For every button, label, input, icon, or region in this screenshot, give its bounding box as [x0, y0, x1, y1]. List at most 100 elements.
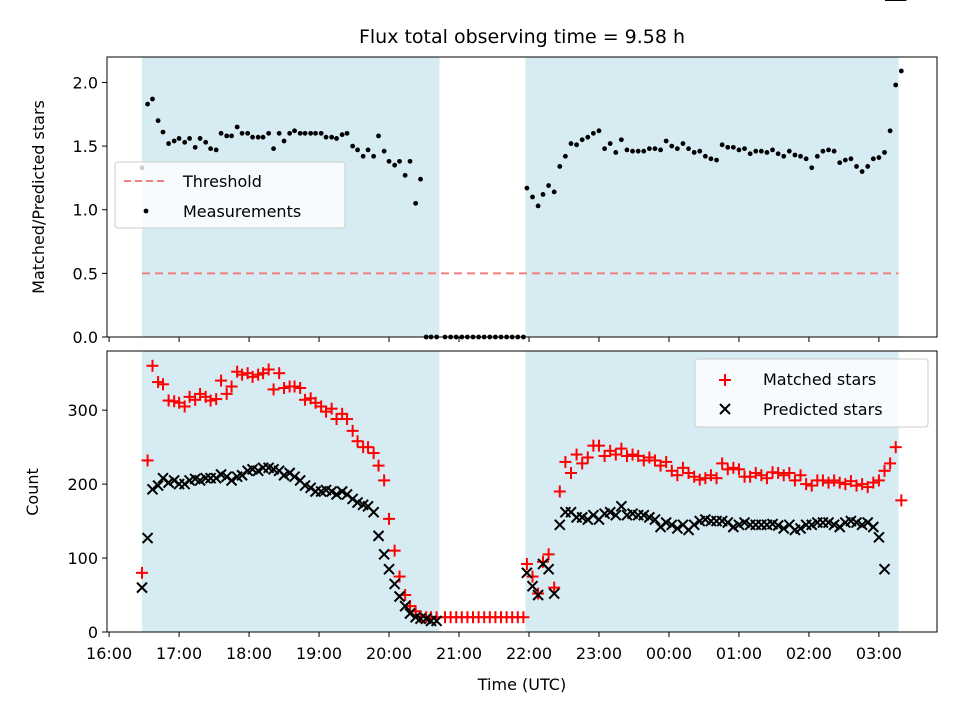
measurements-point	[607, 141, 613, 146]
measurements-point	[893, 82, 899, 88]
matched-stars-point	[570, 448, 583, 461]
measurements-point	[365, 147, 371, 153]
measurements-point	[652, 146, 658, 152]
predicted-stars-point	[542, 563, 555, 575]
top-y-tick-label: 0.0	[73, 328, 98, 347]
measurements-point	[887, 128, 893, 134]
measurements-point	[386, 158, 392, 164]
matched-stars-point	[676, 461, 689, 474]
matched-stars-point	[194, 387, 207, 400]
matched-stars-point	[884, 457, 897, 470]
matched-stars-point	[704, 469, 717, 482]
measurements-point	[260, 134, 266, 140]
matched-stars-point	[273, 367, 286, 380]
measurements-point	[302, 130, 308, 136]
measurements-point	[898, 68, 904, 74]
measurements-point	[281, 138, 287, 144]
predicted-stars-point	[372, 530, 385, 542]
x-tick-label: 02:00	[786, 644, 832, 663]
x-tick-label: 19:00	[296, 644, 342, 663]
measurements-point	[318, 130, 324, 136]
matched-stars-point	[760, 472, 773, 485]
predicted-stars-point	[367, 506, 380, 518]
matched-stars-point	[889, 441, 902, 454]
top-plot-frame	[106, 56, 938, 338]
matched-stars-point	[688, 470, 701, 483]
matched-stars-point	[872, 474, 885, 487]
x-axis-label: Time (UTC)	[477, 675, 566, 694]
measurements-point	[381, 148, 387, 154]
measurements-point	[585, 134, 591, 140]
measurements-point	[203, 139, 209, 145]
measurements-point	[276, 130, 282, 136]
measurements-point	[339, 132, 345, 138]
matched-stars-point	[204, 394, 217, 407]
predicted-stars-point	[388, 578, 401, 590]
predicted-stars-point	[430, 615, 443, 627]
matched-stars-point	[346, 424, 359, 437]
x-tick-label: 20:00	[366, 644, 412, 663]
measurements-point	[546, 183, 551, 188]
measurements-point	[747, 151, 753, 157]
predicted-stars-point	[878, 563, 891, 575]
x-tick-label: 03:00	[856, 644, 902, 663]
matched-stars-point	[788, 474, 801, 487]
matched-stars-point	[581, 451, 594, 464]
measurements-point	[239, 130, 245, 136]
predicted-stars-point	[141, 532, 154, 544]
measurements-point	[150, 96, 155, 102]
measurements-point	[798, 153, 803, 159]
measurements-point	[350, 143, 356, 149]
measurements-point	[266, 130, 272, 136]
matched-stars-point	[536, 555, 549, 568]
measurements-point	[736, 147, 742, 153]
matched-stars-point	[828, 474, 841, 487]
measurements-point	[407, 158, 413, 164]
measurements-point	[714, 157, 719, 163]
matched-stars-point	[721, 463, 734, 476]
measurements-point	[753, 148, 759, 154]
measurements-point	[764, 150, 770, 155]
bottom-observing-window-0	[141, 351, 440, 632]
predicted-stars-point	[199, 472, 212, 484]
predicted-stars-point	[666, 519, 678, 531]
measurements-point	[402, 172, 408, 178]
measurements-point	[758, 148, 764, 154]
measurements-point	[155, 118, 161, 124]
measurements-point	[876, 155, 882, 160]
predicted-stars-point	[146, 483, 159, 495]
matched-stars-point	[156, 378, 169, 391]
measurements-point	[182, 139, 188, 145]
measurements-point	[708, 156, 714, 162]
measurements-point	[329, 134, 335, 140]
measurements-point	[831, 148, 837, 154]
measurements-point	[166, 141, 171, 146]
measurements-point	[145, 101, 150, 107]
predicted-stars-point	[610, 509, 622, 521]
matched-stars-point	[615, 442, 628, 455]
matched-stars-point	[351, 435, 364, 448]
matched-stars-point	[626, 448, 639, 461]
matched-stars-point	[620, 450, 633, 463]
matched-stars-point	[367, 447, 380, 460]
measurements-point	[176, 136, 182, 141]
matched-stars-point	[850, 479, 863, 492]
x-tick-label: 18:00	[226, 644, 272, 663]
predicted-stars-point	[772, 519, 784, 532]
matched-stars-point	[783, 467, 796, 480]
legend-predicted-swatch	[719, 403, 731, 415]
measurements-point	[255, 134, 261, 140]
bottom-legend-box	[694, 358, 929, 428]
matched-stars-point	[341, 413, 354, 426]
top-panel: 0.00.51.01.52.0 Matched/Predicted stars …	[29, 56, 938, 347]
matched-stars-point	[867, 476, 880, 489]
measurements-point	[870, 156, 876, 162]
measurements-point	[697, 148, 703, 154]
measurements-point	[842, 157, 848, 163]
predicted-stars-point	[604, 506, 616, 518]
measurements-point	[618, 137, 624, 143]
measurements-point	[557, 164, 563, 169]
top-y-tick-label: 1.5	[73, 137, 98, 156]
matched-stars-point	[262, 363, 275, 376]
measurements-point	[686, 146, 691, 152]
